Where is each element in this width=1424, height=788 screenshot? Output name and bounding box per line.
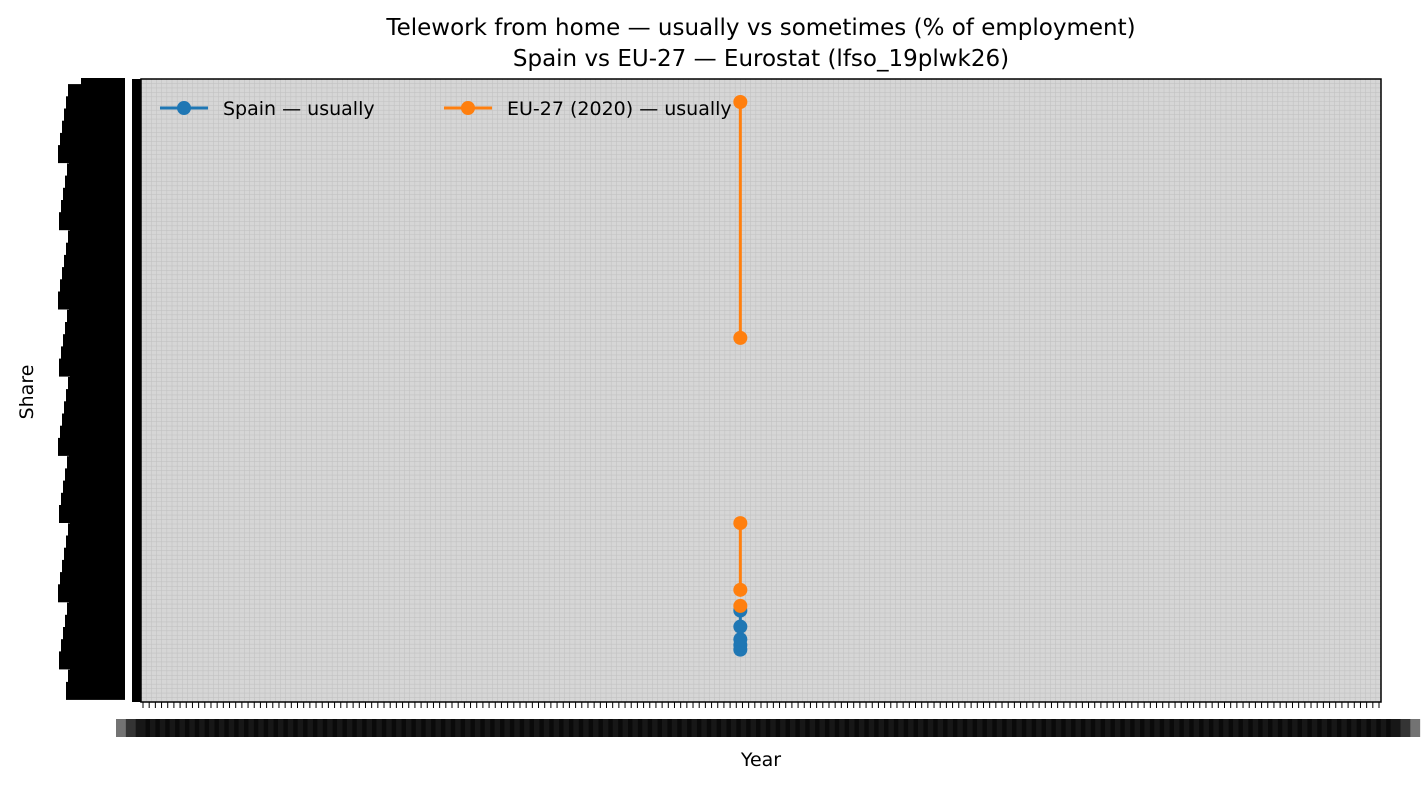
- data-point: [733, 330, 748, 345]
- x-axis-label: Year: [740, 749, 781, 771]
- data-point: [733, 619, 748, 634]
- data-point: [733, 632, 748, 647]
- y-tick-marks: [132, 79, 141, 702]
- legend-label-spain-usually: Spain — usually: [223, 98, 375, 120]
- data-point: [733, 516, 748, 531]
- series-layer: [733, 95, 748, 657]
- legend-marker-spain-usually: [177, 101, 191, 115]
- x-tick-label: [1386, 719, 1421, 737]
- data-point: [733, 598, 748, 613]
- legend: Spain — usually EU-27 (2020) — usually: [160, 98, 732, 120]
- y-tick-label: [66, 681, 125, 700]
- data-point: [733, 582, 748, 597]
- chart-title: Telework from home — usually vs sometime…: [385, 15, 1135, 41]
- y-axis-ticks: [58, 78, 141, 702]
- series-1: [733, 95, 748, 613]
- legend-marker-eu27-usually: [461, 101, 475, 115]
- x-axis-ticks: [116, 702, 1421, 737]
- grid: [141, 79, 1381, 702]
- y-axis-label: Share: [16, 365, 38, 420]
- chart-subtitle: Spain vs EU-27 — Eurostat (lfso_19plwk26…: [513, 46, 1009, 72]
- data-point: [733, 95, 748, 110]
- legend-label-eu27-usually: EU-27 (2020) — usually: [507, 98, 732, 120]
